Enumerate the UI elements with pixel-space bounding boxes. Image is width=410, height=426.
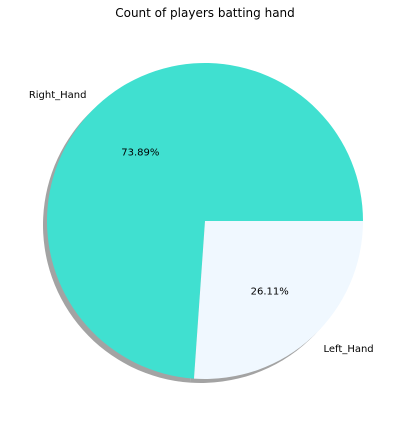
slice-label-right-hand: Right_Hand [29, 90, 87, 101]
pie-slice-left-hand [194, 221, 363, 379]
slice-percent-left-hand: 26.11% [251, 286, 289, 297]
pie-slices [47, 63, 363, 379]
slice-percent-right-hand: 73.89% [121, 148, 159, 159]
slice-label-left-hand: Left_Hand [324, 344, 374, 355]
chart-title: Count of players batting hand [115, 6, 295, 20]
